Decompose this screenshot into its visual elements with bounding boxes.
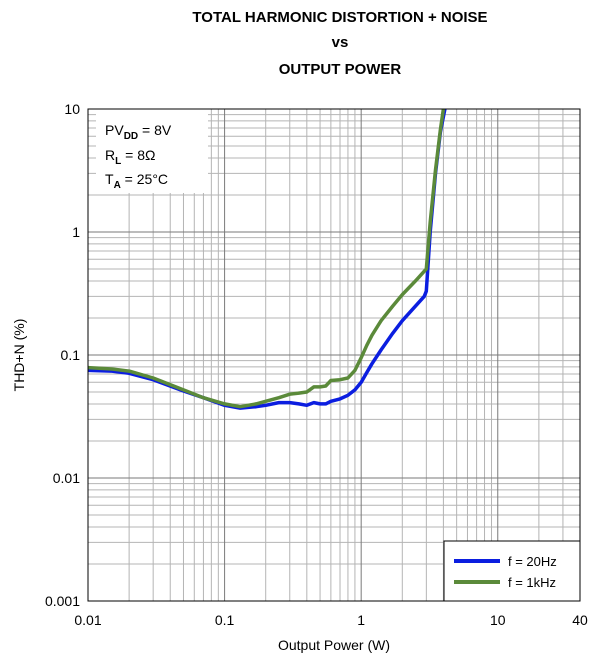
conditions-background: [96, 109, 208, 193]
y-tick-label: 10: [64, 101, 80, 117]
y-tick-label: 0.001: [45, 593, 80, 609]
chart-title-line-3: OUTPUT POWER: [279, 61, 402, 78]
x-tick-label: 40: [572, 612, 588, 628]
chart-title-line-2: vs: [332, 34, 349, 51]
y-tick-label: 1: [72, 224, 80, 240]
plot-frame: [87, 108, 581, 602]
condition-pvdd: PVDD = 8V: [105, 122, 172, 142]
series-line-1khz: [87, 108, 446, 409]
y-axis-label: THD+N (%): [11, 319, 27, 392]
legend: f = 20Hz f = 1kHz: [443, 540, 581, 602]
x-axis-label: Output Power (W): [278, 637, 390, 653]
legend-box: [443, 540, 581, 602]
chart-title-line-1: TOTAL HARMONIC DISTORTION + NOISE: [192, 9, 487, 26]
x-tick-label: 0.01: [74, 612, 101, 628]
x-tick-label: 0.1: [215, 612, 235, 628]
y-tick-labels: 0.001 0.01 0.1 1 10: [45, 101, 80, 609]
legend-label-1khz: f = 1kHz: [508, 575, 556, 590]
x-tick-label: 1: [357, 612, 365, 628]
condition-rl: RL = 8Ω: [105, 147, 155, 167]
series-group: [87, 108, 447, 410]
x-tick-label: 10: [490, 612, 506, 628]
y-tick-label: 0.01: [53, 470, 80, 486]
condition-ta: TA = 25°C: [105, 171, 168, 191]
legend-label-20hz: f = 20Hz: [508, 554, 557, 569]
x-tick-labels: 0.01 0.1 1 10 40: [74, 612, 588, 628]
y-tick-label: 0.1: [61, 347, 81, 363]
